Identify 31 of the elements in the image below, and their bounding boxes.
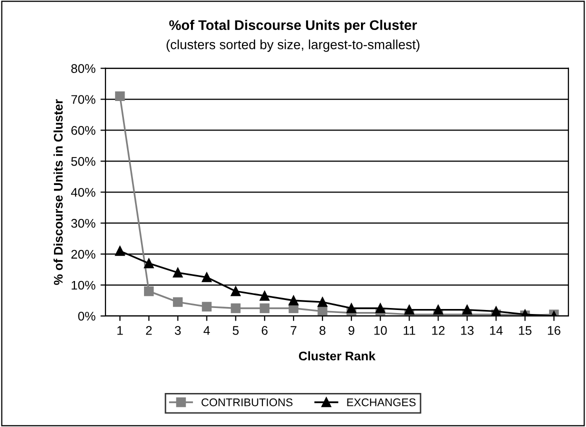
x-tick-label: 10 bbox=[374, 326, 387, 335]
y-tick-label: 0% bbox=[78, 312, 96, 321]
x-tick-label: 13 bbox=[461, 326, 474, 335]
x-tick-label: 8 bbox=[320, 326, 326, 335]
y-tick-label: 30% bbox=[71, 218, 96, 228]
y-tick-label: 40% bbox=[71, 188, 96, 197]
x-tick-label: 1 bbox=[117, 326, 123, 335]
y-tick-label: 60% bbox=[71, 126, 96, 135]
x-tick-label: 3 bbox=[174, 326, 181, 335]
y-axis-title: % of Discourse Units in Cluster bbox=[54, 99, 63, 285]
chart-subtitle: (clusters sorted by size, largest-to-smallest) bbox=[166, 40, 420, 52]
x-tick-label: 11 bbox=[404, 326, 416, 335]
x-tick-label: 6 bbox=[262, 326, 268, 335]
x-tick-label: 12 bbox=[432, 326, 445, 335]
legend-label: CONTRIBUTIONS bbox=[202, 398, 292, 406]
x-tick-label: 5 bbox=[232, 326, 239, 335]
x-tick-label: 15 bbox=[519, 326, 532, 335]
x-tick-label: 9 bbox=[348, 326, 354, 335]
x-tick-label: 4 bbox=[204, 326, 210, 335]
x-tick-label: 16 bbox=[548, 326, 560, 335]
y-tick-label: 10% bbox=[72, 280, 96, 290]
legend-label: EXCHANGES bbox=[347, 398, 416, 406]
x-tick-label: 14 bbox=[490, 326, 503, 335]
x-tick-label: 7 bbox=[290, 326, 296, 335]
y-tick-label: 50% bbox=[71, 156, 96, 166]
x-tick-label: 2 bbox=[146, 326, 152, 335]
y-tick-label: 20% bbox=[71, 250, 96, 259]
x-axis-title: Cluster Rank bbox=[298, 351, 376, 360]
y-tick-label: 80% bbox=[71, 64, 96, 73]
y-tick-label: 70% bbox=[71, 95, 96, 104]
chart-title: %of Total Discourse Units per Cluster bbox=[169, 20, 417, 33]
